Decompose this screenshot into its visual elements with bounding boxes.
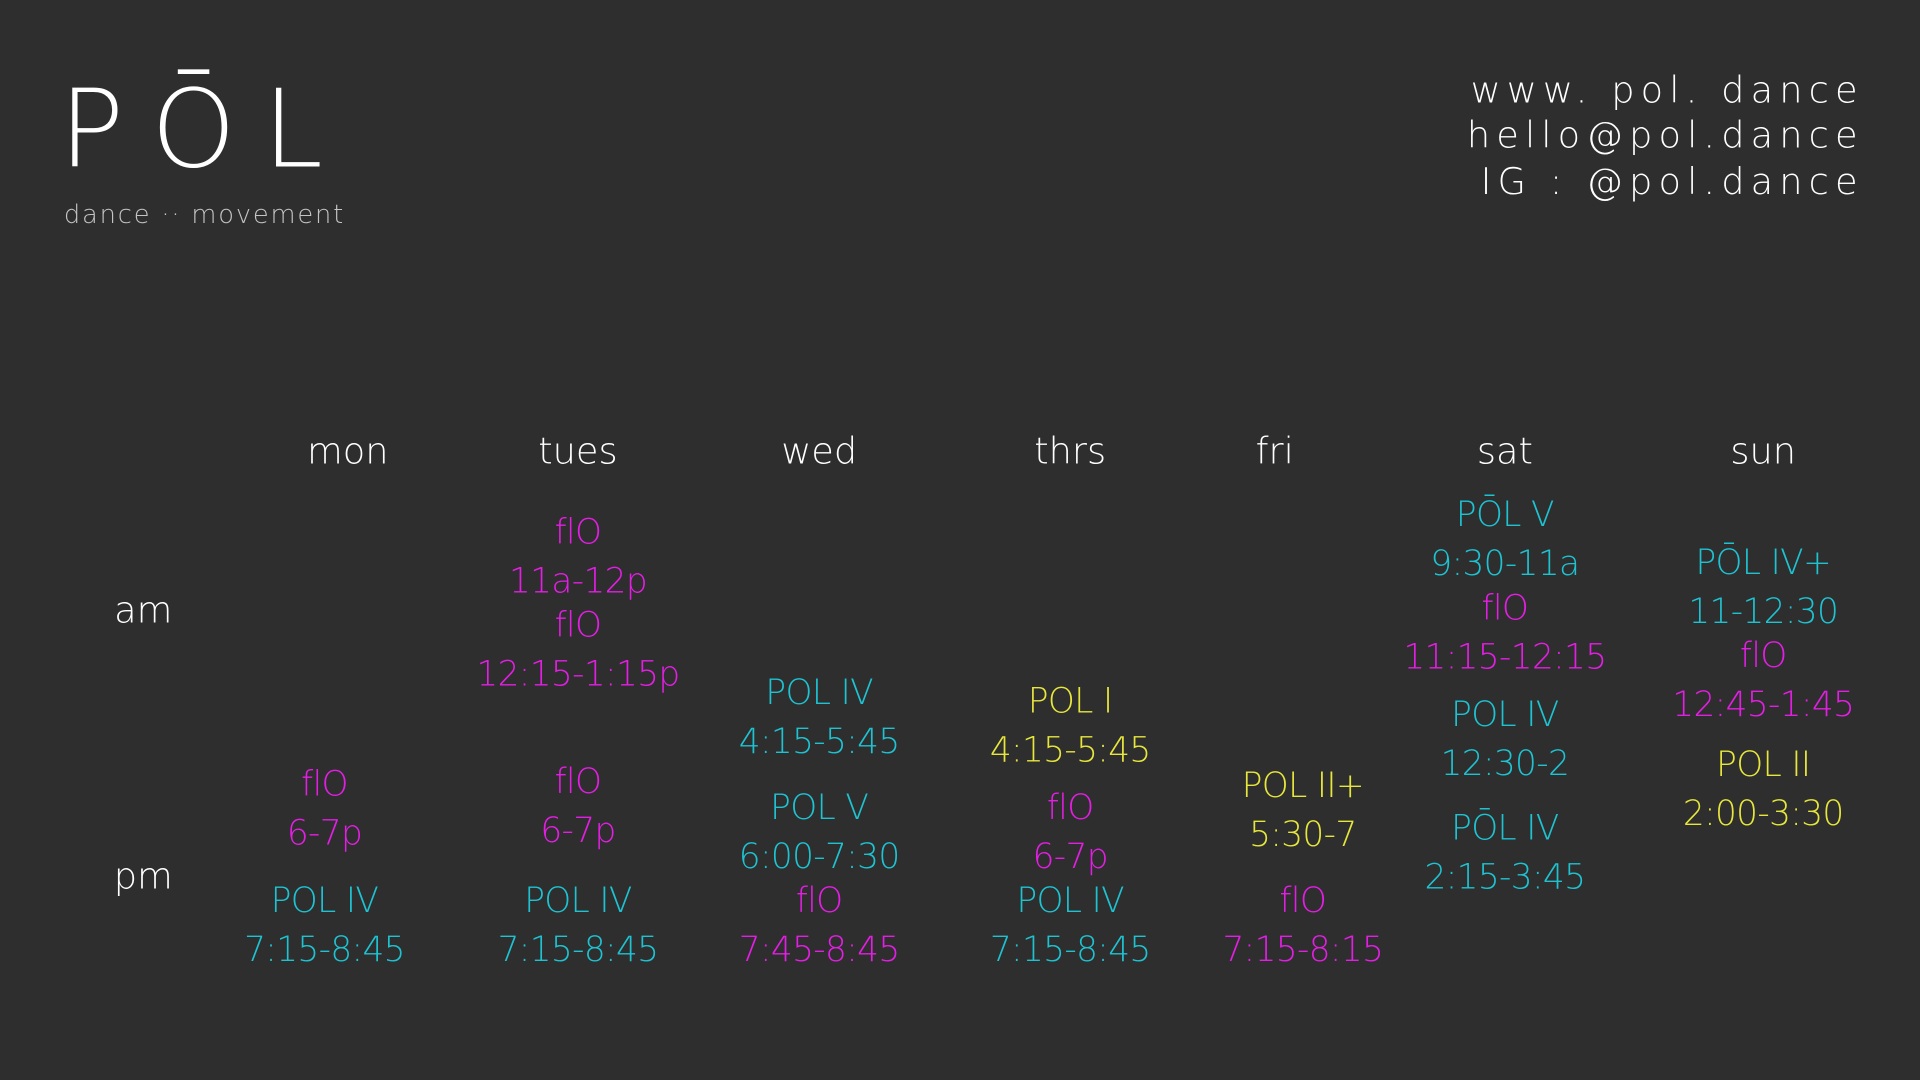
class-time: 12:45-1:45 [1672, 685, 1854, 725]
class-name: POL IV [524, 881, 632, 921]
class-name: flO [796, 881, 843, 921]
class-time: 7:15-8:45 [990, 930, 1151, 970]
day-label: thrs [1034, 430, 1106, 473]
class-name: flO [301, 765, 348, 805]
class-time: 9:30-11a [1430, 544, 1579, 584]
logo: PŌL [59, 67, 350, 192]
class-time: 6-7p [540, 811, 615, 851]
email: hello@pol.dance [1467, 114, 1864, 157]
class-time: 6-7p [1033, 837, 1108, 877]
class-name: POL IV [1016, 881, 1124, 921]
instagram: IG : @pol.dance [1481, 160, 1864, 203]
class-name: POL II+ [1242, 766, 1364, 806]
class-time: 4:15-5:45 [739, 722, 900, 762]
class-time: 12:30-2 [1441, 744, 1570, 784]
class-name: PŌL IV+ [1695, 542, 1831, 583]
class-name: flO [555, 605, 602, 645]
day-label: tues [538, 430, 617, 473]
class-time: 6:00-7:30 [739, 837, 900, 877]
class-time: 11:15-12:15 [1403, 637, 1606, 677]
class-time: 11a-12p [509, 561, 647, 601]
class-name: POL V [770, 788, 868, 828]
class-name: POL IV [1451, 695, 1559, 735]
class-time: 7:45-8:45 [739, 930, 900, 970]
period-label: am [114, 589, 172, 632]
class-time: 11-12:30 [1688, 592, 1838, 632]
class-time: 7:15-8:45 [498, 930, 659, 970]
day-label: wed [781, 430, 857, 473]
class-name: flO [555, 512, 602, 552]
class-time: 2:00-3:30 [1683, 794, 1844, 834]
class-time: 7:15-8:45 [244, 930, 405, 970]
class-time: 12:15-1:15p [476, 654, 679, 694]
class-time: 4:15-5:45 [990, 730, 1151, 770]
period-label: pm [114, 854, 173, 897]
class-name: POL IV [765, 673, 873, 713]
day-label: mon [307, 430, 389, 473]
class-time: 2:15-3:45 [1425, 858, 1586, 898]
class-name: flO [1740, 636, 1787, 676]
class-name: flO [1279, 881, 1326, 921]
class-time: 5:30-7 [1249, 815, 1356, 855]
class-time: 6-7p [287, 814, 362, 854]
class-name: flO [1047, 788, 1094, 828]
day-label: fri [1256, 430, 1294, 473]
class-name: flO [1482, 588, 1529, 628]
day-label: sun [1730, 430, 1796, 473]
class-name: POL I [1028, 681, 1113, 721]
class-time: 7:15-8:15 [1222, 930, 1383, 970]
website: www. pol. dance [1471, 68, 1864, 111]
class-name: POL IV [271, 881, 379, 921]
class-name: PŌL V [1456, 494, 1554, 535]
tagline: dance ·· movement [64, 200, 345, 230]
class-name: flO [555, 762, 602, 802]
day-label: sat [1477, 430, 1533, 473]
class-name: POL II [1716, 745, 1810, 785]
class-name: PŌL IV [1451, 808, 1559, 849]
